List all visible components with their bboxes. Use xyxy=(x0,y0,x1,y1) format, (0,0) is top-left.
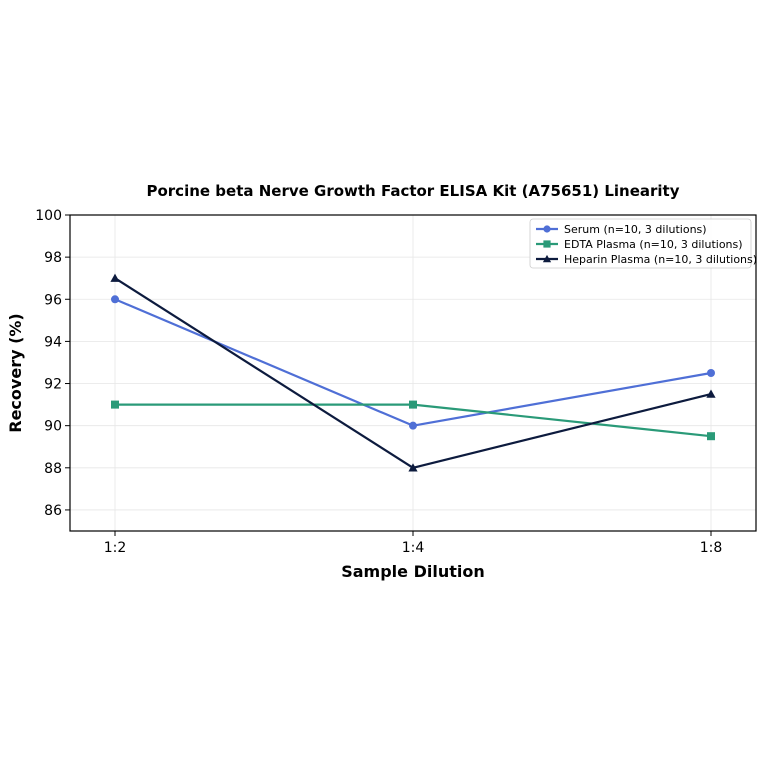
legend-label: Serum (n=10, 3 dilutions) xyxy=(564,223,707,236)
x-axis-label: Sample Dilution xyxy=(341,562,485,581)
data-point xyxy=(408,463,418,472)
y-tick-label: 94 xyxy=(44,334,62,350)
data-point xyxy=(409,400,417,409)
data-point xyxy=(542,254,552,263)
y-axis-label: Recovery (%) xyxy=(6,313,25,432)
series-layer xyxy=(110,273,716,472)
y-tick-label: 96 xyxy=(44,292,62,308)
data-point xyxy=(707,432,715,441)
data-point xyxy=(706,389,716,398)
x-tick-label: 1:4 xyxy=(402,540,425,556)
data-point xyxy=(543,225,551,233)
legend-entry: Serum (n=10, 3 dilutions) xyxy=(536,223,707,236)
legend: Serum (n=10, 3 dilutions) EDTA Plasma (n=… xyxy=(529,218,757,269)
legend-label: EDTA Plasma (n=10, 3 dilutions) xyxy=(564,238,743,251)
y-tick-label: 92 xyxy=(44,377,62,393)
data-point xyxy=(111,400,119,409)
data-point xyxy=(409,421,417,430)
series-2 xyxy=(111,400,715,441)
data-point xyxy=(111,295,119,304)
series-3 xyxy=(110,273,716,472)
chart-title: Porcine beta Nerve Growth Factor ELISA K… xyxy=(146,182,679,200)
legend-entry: Heparin Plasma (n=10, 3 dilutions) xyxy=(536,253,757,266)
y-tick-label: 90 xyxy=(44,419,62,435)
data-point xyxy=(543,240,551,248)
y-tick-label: 100 xyxy=(35,208,62,224)
legend-label: Heparin Plasma (n=10, 3 dilutions) xyxy=(564,253,757,266)
y-tick-label: 88 xyxy=(44,461,62,477)
x-tick-label: 1:2 xyxy=(104,540,127,556)
data-point xyxy=(110,273,120,282)
y-tick-label: 86 xyxy=(44,503,62,519)
y-axis-ticks: 86 88 90 92 94 96 98 100 xyxy=(35,208,70,519)
x-axis-ticks: 1:2 1:4 1:8 xyxy=(104,531,723,556)
legend-box xyxy=(529,218,752,269)
data-point xyxy=(707,369,715,377)
legend-entry: EDTA Plasma (n=10, 3 dilutions) xyxy=(536,238,743,251)
y-tick-label: 98 xyxy=(44,250,62,266)
x-tick-label: 1:8 xyxy=(700,540,723,556)
